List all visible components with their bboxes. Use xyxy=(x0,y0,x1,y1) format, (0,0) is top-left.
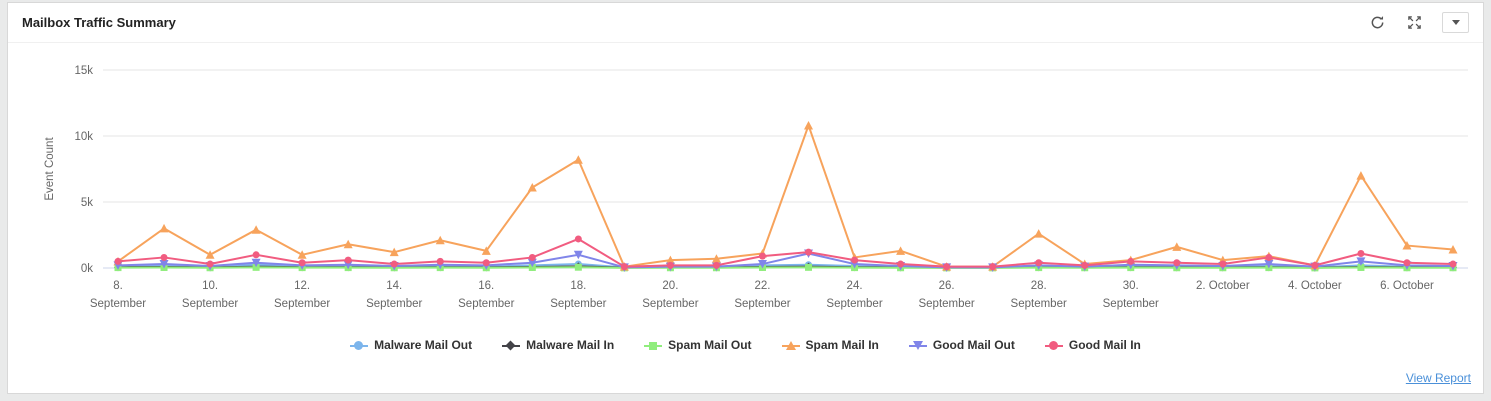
x-tick-label: 28. xyxy=(1031,280,1047,292)
legend-marker-triangle-up-icon xyxy=(781,340,800,351)
x-tick-label-month: September xyxy=(90,298,146,310)
x-tick-label: 26. xyxy=(939,280,955,292)
legend-marker-diamond-icon xyxy=(502,340,521,351)
legend-marker-circle-icon xyxy=(1044,340,1063,351)
x-tick-label: 8. xyxy=(113,280,123,292)
y-tick-label: 15k xyxy=(74,65,93,77)
x-tick-label-month: September xyxy=(366,298,422,310)
series-spam-mail-in xyxy=(113,120,1458,271)
x-tick-label-month: September xyxy=(1103,298,1159,310)
x-tick-label-month: September xyxy=(274,298,330,310)
x-tick-label: 14. xyxy=(386,280,402,292)
legend-marker-triangle-down-icon xyxy=(908,340,927,351)
x-tick-label-month: September xyxy=(458,298,514,310)
y-axis-title: Event Count xyxy=(44,137,56,201)
x-tick-label: 30. xyxy=(1123,280,1139,292)
legend-item-good-mail-in[interactable]: Good Mail In xyxy=(1044,338,1141,352)
legend-marker-square-icon xyxy=(644,340,663,351)
caret-down-icon[interactable] xyxy=(1442,12,1469,33)
mailbox-traffic-chart[interactable]: 0k 5k 10k 15k Event Count 8. September 10. Septe… xyxy=(8,43,1483,323)
x-tick-label-month: September xyxy=(642,298,698,310)
panel-header: Mailbox Traffic Summary xyxy=(8,3,1483,43)
view-report-link[interactable]: View Report xyxy=(1405,371,1471,385)
panel-header-actions xyxy=(1368,12,1469,33)
x-tick-label: 2. October xyxy=(1196,280,1250,292)
legend-marker-circle-icon xyxy=(350,340,369,351)
legend-item-good-mail-out[interactable]: Good Mail Out xyxy=(908,338,1015,352)
x-tick-label-month: September xyxy=(918,298,974,310)
caret-glyph xyxy=(1451,20,1460,25)
x-tick-label: 20. xyxy=(662,280,678,292)
x-tick-label: 4. October xyxy=(1288,280,1342,292)
chart-legend: Malware Mail Out Malware Mail In Spam Ma… xyxy=(8,338,1483,352)
x-tick-label-month: September xyxy=(826,298,882,310)
x-tick-label-month: September xyxy=(182,298,238,310)
x-tick-label-month: September xyxy=(1011,298,1067,310)
panel-title: Mailbox Traffic Summary xyxy=(22,15,176,30)
legend-item-malware-mail-in[interactable]: Malware Mail In xyxy=(502,338,614,352)
chart-area: 0k 5k 10k 15k Event Count 8. September 10. Septe… xyxy=(8,43,1483,328)
legend-item-spam-mail-out[interactable]: Spam Mail Out xyxy=(644,338,752,352)
x-tick-label: 10. xyxy=(202,280,218,292)
refresh-icon[interactable] xyxy=(1368,13,1387,32)
series-good-mail-in xyxy=(114,235,1457,271)
view-report-container: View Report xyxy=(1406,369,1471,387)
y-tick-label: 5k xyxy=(81,197,93,209)
x-tick-label-month: September xyxy=(734,298,790,310)
x-tick-label: 18. xyxy=(570,280,586,292)
expand-icon[interactable] xyxy=(1405,13,1424,32)
mailbox-traffic-panel: Mailbox Traffic Summary 0k 5k 10k 15k Event … xyxy=(7,2,1484,394)
x-tick-label: 6. October xyxy=(1380,280,1434,292)
y-tick-label: 0k xyxy=(81,263,93,275)
x-tick-label: 16. xyxy=(478,280,494,292)
legend-item-spam-mail-in[interactable]: Spam Mail In xyxy=(781,338,879,352)
x-tick-label: 22. xyxy=(754,280,770,292)
x-tick-label: 24. xyxy=(847,280,863,292)
x-tick-label: 12. xyxy=(294,280,310,292)
x-tick-label-month: September xyxy=(550,298,606,310)
legend-item-malware-mail-out[interactable]: Malware Mail Out xyxy=(350,338,472,352)
y-tick-label: 10k xyxy=(74,131,93,143)
